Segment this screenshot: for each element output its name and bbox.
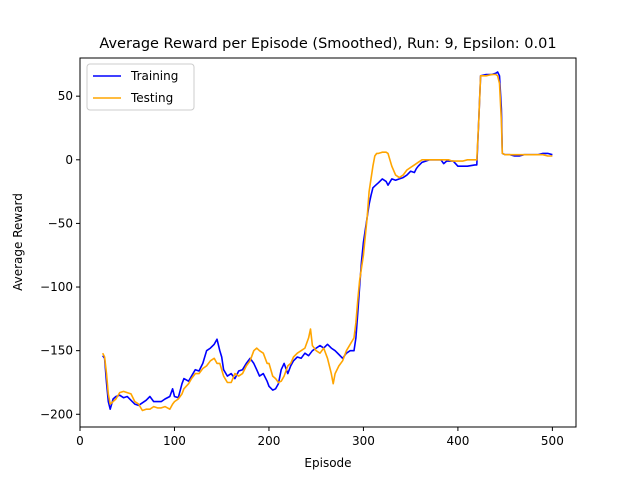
x-tick-label: 400 <box>446 434 469 448</box>
y-tick-label: −100 <box>40 280 73 294</box>
x-tick-label: 500 <box>541 434 564 448</box>
x-axis: 0 100 200 300 400 500 <box>76 427 564 448</box>
y-tick-label: 0 <box>65 153 73 167</box>
x-axis-title: Episode <box>304 456 351 470</box>
y-tick-label: −200 <box>40 407 73 421</box>
y-tick-label: −50 <box>48 216 73 230</box>
plot-area-frame <box>79 57 577 428</box>
series-line-testing <box>101 73 553 412</box>
y-tick-label: 50 <box>58 89 73 103</box>
legend-label-training: Training <box>130 69 178 83</box>
y-tick-label: −150 <box>40 344 73 358</box>
x-tick-label: 200 <box>257 434 280 448</box>
legend-label-testing: Testing <box>130 91 173 105</box>
legend: Training Testing <box>86 63 195 111</box>
y-axis-title: Average Reward <box>11 193 25 291</box>
y-axis: 50 0 −50 −100 −150 −200 <box>40 89 80 421</box>
x-tick-label: 300 <box>352 434 375 448</box>
chart-title: Average Reward per Episode (Smoothed), R… <box>99 36 556 52</box>
series-layer <box>101 71 553 412</box>
x-tick-label: 100 <box>163 434 186 448</box>
x-tick-label: 0 <box>76 434 84 448</box>
